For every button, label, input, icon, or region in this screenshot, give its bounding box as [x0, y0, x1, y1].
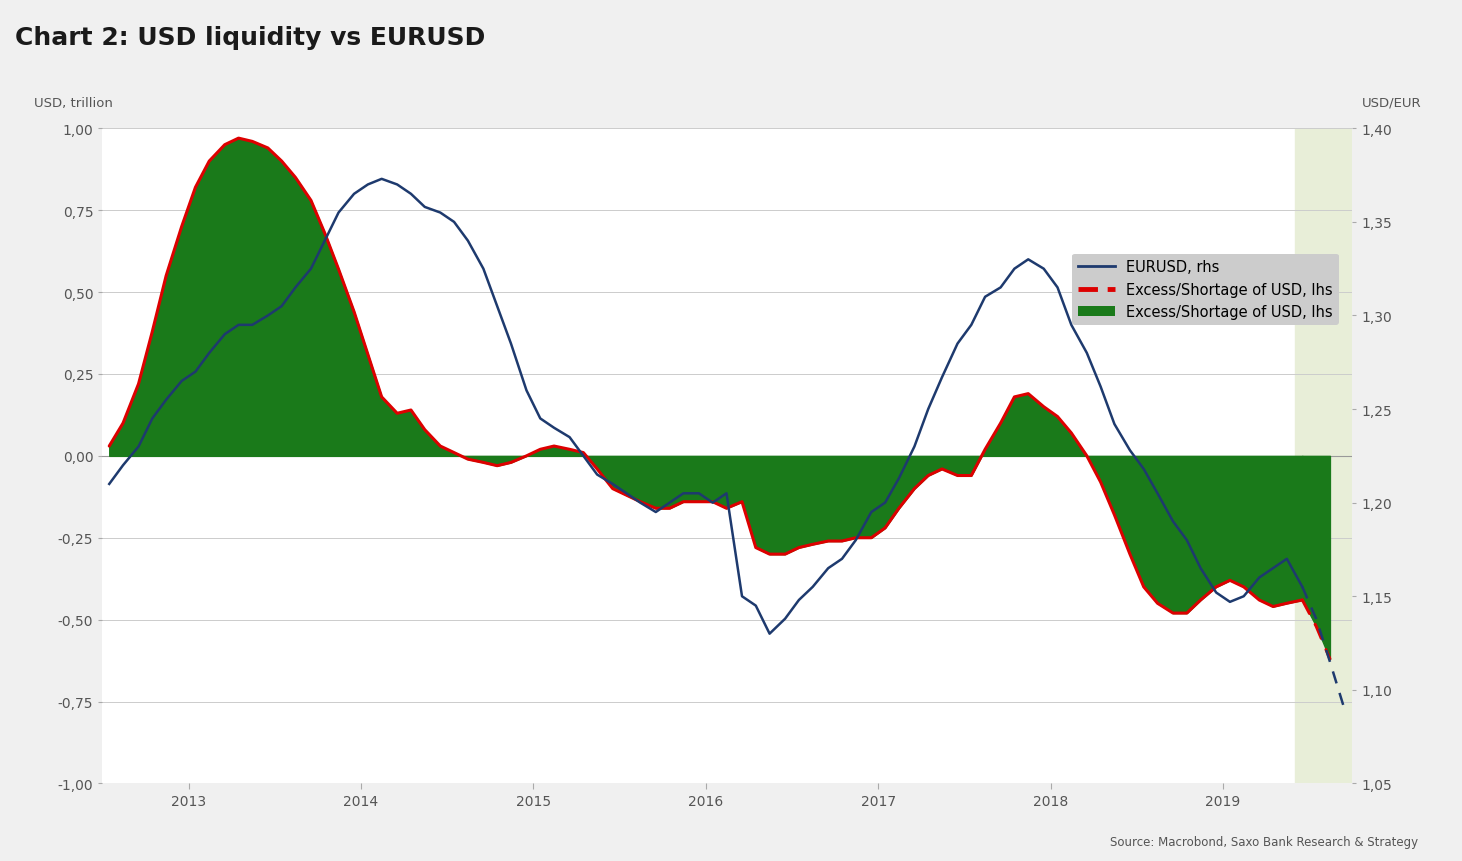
Bar [1295, 129, 1352, 784]
Text: USD, trillion: USD, trillion [34, 96, 113, 109]
Text: Chart 2: USD liquidity vs EURUSD: Chart 2: USD liquidity vs EURUSD [15, 26, 485, 50]
Text: USD/EUR: USD/EUR [1361, 96, 1421, 109]
Legend: EURUSD, rhs, Excess/Shortage of USD, lhs, Excess/Shortage of USD, lhs: EURUSD, rhs, Excess/Shortage of USD, lhs… [1073, 254, 1339, 325]
Text: Source: Macrobond, Saxo Bank Research & Strategy: Source: Macrobond, Saxo Bank Research & … [1110, 835, 1418, 848]
